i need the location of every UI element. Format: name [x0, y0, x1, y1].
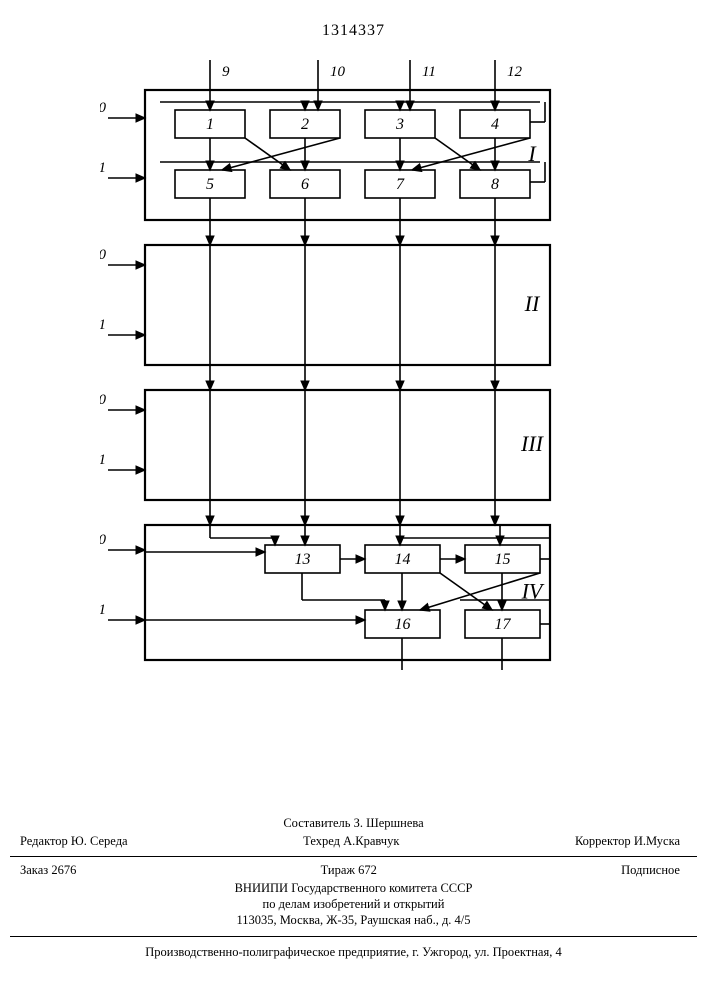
- svg-text:11: 11: [422, 64, 436, 80]
- svg-text:12: 12: [507, 64, 523, 80]
- org-line-1: ВНИИПИ Государственного комитета СССР: [0, 880, 707, 896]
- tirazh-no: 672: [358, 863, 377, 877]
- tirazh-label: Тираж: [321, 863, 355, 877]
- svg-text:16: 16: [395, 616, 411, 633]
- subscription: Подписное: [621, 862, 680, 878]
- order-label: Заказ: [20, 863, 48, 877]
- order-no: 2676: [51, 863, 76, 877]
- svg-text:15: 15: [495, 551, 511, 568]
- svg-text:8: 8: [491, 176, 499, 193]
- svg-text:4: 4: [491, 116, 499, 133]
- composer-label: Составитель: [283, 816, 350, 830]
- svg-text:10: 10: [330, 64, 346, 80]
- svg-text:21: 21: [100, 317, 106, 333]
- svg-text:2: 2: [301, 116, 309, 133]
- svg-text:20: 20: [100, 247, 107, 263]
- svg-text:20: 20: [100, 532, 107, 548]
- techred-label: Техред: [303, 834, 340, 848]
- diagram: IIIIIIIV12345678131415161791011122021202…: [100, 60, 570, 685]
- svg-text:14: 14: [395, 551, 411, 568]
- svg-text:9: 9: [222, 64, 230, 80]
- svg-text:21: 21: [100, 452, 106, 468]
- svg-text:20: 20: [100, 100, 107, 116]
- svg-text:6: 6: [301, 176, 309, 193]
- svg-text:13: 13: [295, 551, 311, 568]
- svg-text:20: 20: [100, 392, 107, 408]
- svg-text:7: 7: [396, 176, 405, 193]
- editor-label: Редактор: [20, 834, 68, 848]
- corrector-label: Корректор: [575, 834, 631, 848]
- svg-text:5: 5: [206, 176, 214, 193]
- printer: Производственно-полиграфическое предприя…: [0, 944, 707, 960]
- techred-name: А.Кравчук: [343, 834, 399, 848]
- svg-text:21: 21: [100, 602, 106, 618]
- svg-text:III: III: [520, 431, 545, 456]
- svg-text:3: 3: [395, 116, 404, 133]
- editor-name: Ю. Середа: [71, 834, 128, 848]
- corrector-name: И.Муска: [634, 834, 680, 848]
- address: 113035, Москва, Ж-35, Раушская наб., д. …: [0, 912, 707, 928]
- svg-text:17: 17: [495, 616, 512, 633]
- svg-text:21: 21: [100, 160, 106, 176]
- composer: З. Шершнева: [354, 816, 424, 830]
- org-line-2: по делам изобретений и открытий: [0, 896, 707, 912]
- svg-text:II: II: [524, 291, 541, 316]
- svg-text:1: 1: [206, 116, 214, 133]
- patent-number: 1314337: [0, 22, 707, 40]
